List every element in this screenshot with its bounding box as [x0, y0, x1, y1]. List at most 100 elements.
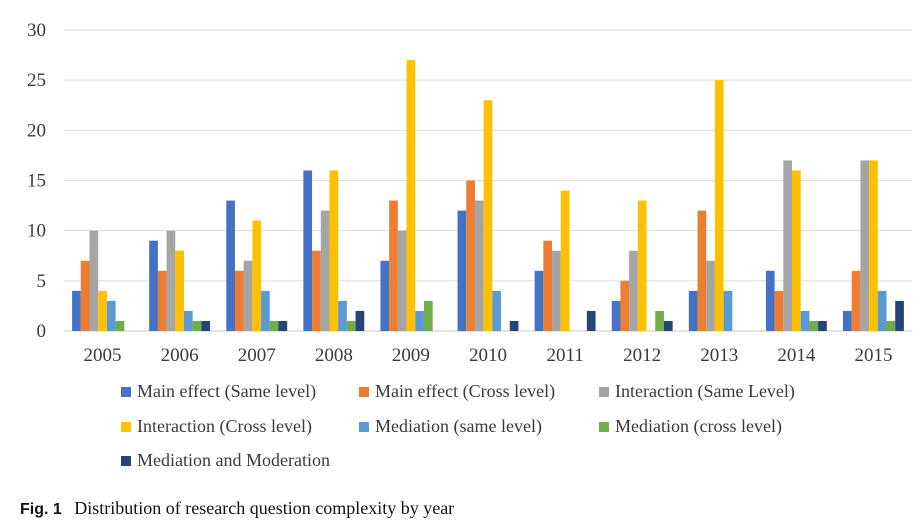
legend-entry: Mediation and Moderation — [137, 450, 330, 470]
bar-2011-series-3 — [552, 250, 561, 331]
bar-2009-series-2 — [389, 200, 398, 331]
y-tick-label: 5 — [37, 271, 47, 292]
x-tick-label: 2010 — [469, 345, 507, 366]
bar-2006-series-3 — [166, 230, 176, 331]
bar-2010-series-4 — [483, 100, 493, 331]
bar-2008-series-6 — [346, 320, 356, 331]
x-tick-label: 2012 — [623, 345, 661, 366]
legend-entry: Mediation (cross level) — [615, 416, 782, 437]
bar-2007-series-1 — [226, 200, 235, 331]
bar-2006-series-6 — [192, 320, 202, 331]
bar-2015-series-2 — [851, 270, 861, 331]
y-tick-label: 25 — [27, 70, 46, 91]
caption-label: Fig. 1 — [20, 501, 62, 518]
legend-swatch — [359, 387, 369, 397]
bar-2009-series-1 — [380, 260, 390, 331]
bar-2011-series-1 — [534, 270, 544, 331]
y-tick-label: 20 — [27, 120, 46, 141]
bar-2005-series-1 — [72, 290, 81, 331]
x-tick-label: 2014 — [777, 345, 816, 366]
figure-caption: Fig. 1 Distribution of research question… — [20, 498, 454, 519]
bar-2014-series-6 — [809, 320, 819, 331]
bar-2015-series-1 — [843, 310, 852, 331]
bar-2015-series-7 — [895, 300, 904, 331]
bar-2012-series-1 — [611, 300, 621, 331]
bar-2012-series-7 — [663, 320, 673, 331]
y-tick-label: 15 — [27, 171, 46, 192]
bar-2005-series-5 — [106, 300, 116, 331]
bar-2015-series-3 — [860, 160, 870, 331]
bar-2007-series-6 — [269, 320, 279, 331]
bar-2014-series-2 — [774, 290, 784, 331]
bar-2008-series-5 — [338, 300, 347, 331]
bar-2009-series-4 — [406, 60, 416, 331]
bar-2013-series-3 — [706, 260, 715, 331]
bar-2014-series-3 — [783, 160, 793, 331]
bar-2006-series-7 — [201, 320, 211, 331]
bar-2013-series-4 — [714, 80, 724, 332]
bar-2008-series-3 — [320, 210, 330, 331]
x-tick-label: 2007 — [238, 345, 276, 366]
legend: Main effect (Same level) Main effect (Cro… — [121, 381, 795, 470]
bar-2007-series-5 — [261, 290, 270, 331]
bar-2007-series-3 — [243, 260, 253, 331]
bar-2012-series-4 — [637, 200, 647, 331]
x-tick-label: 2008 — [315, 345, 353, 366]
bar-2006-series-1 — [149, 240, 158, 331]
bar-2008-series-4 — [329, 170, 339, 331]
bar-2011-series-7 — [586, 310, 596, 331]
bar-2011-series-4 — [560, 190, 570, 331]
bar-2014-series-4 — [792, 170, 801, 331]
x-tick-label: 2011 — [546, 345, 583, 366]
y-tick-label: 0 — [37, 321, 47, 342]
bar-2013-series-2 — [697, 210, 707, 331]
bar-2010-series-5 — [492, 290, 502, 331]
legend-swatch — [121, 387, 131, 397]
bar-2010-series-3 — [474, 200, 484, 331]
y-tick-label: 30 — [27, 20, 46, 41]
caption-text: Distribution of research question comple… — [74, 498, 455, 518]
bar-2010-series-1 — [457, 210, 467, 331]
legend-entry: Main effect (Cross level) — [375, 381, 555, 402]
bar-2014-series-1 — [765, 270, 775, 331]
legend-swatch — [359, 422, 369, 432]
x-tick-label: 2013 — [700, 345, 738, 366]
bar-2006-series-5 — [183, 310, 193, 331]
bars — [72, 60, 904, 332]
bar-2005-series-2 — [80, 260, 90, 331]
bar-2005-series-4 — [98, 290, 107, 331]
x-tick-label: 2005 — [84, 345, 122, 366]
legend-swatch — [599, 387, 609, 397]
bar-2009-series-6 — [423, 300, 433, 331]
bar-2014-series-7 — [818, 320, 827, 331]
legend-entry: Interaction (Cross level) — [137, 416, 312, 437]
legend-entry: Mediation (same level) — [375, 416, 542, 437]
bar-2013-series-5 — [723, 290, 733, 331]
bar-2015-series-6 — [886, 320, 896, 331]
bar-2008-series-7 — [355, 310, 365, 331]
bar-2014-series-5 — [800, 310, 810, 331]
bar-2008-series-1 — [303, 170, 313, 331]
bar-2011-series-2 — [543, 240, 553, 331]
bar-2010-series-7 — [509, 320, 519, 331]
bar-2005-series-3 — [89, 230, 99, 331]
bar-2012-series-3 — [629, 250, 638, 331]
bar-2010-series-2 — [466, 180, 475, 331]
bar-2007-series-7 — [278, 320, 288, 331]
bar-2008-series-2 — [312, 250, 321, 331]
legend-entry: Main effect (Same level) — [137, 381, 316, 402]
bar-2013-series-1 — [688, 290, 698, 331]
y-tick-label: 10 — [27, 221, 46, 242]
bar-2009-series-5 — [415, 310, 424, 331]
bar-2007-series-4 — [252, 220, 262, 331]
x-tick-label: 2006 — [161, 345, 199, 366]
bar-2015-series-5 — [877, 290, 887, 331]
bar-2007-series-2 — [234, 270, 244, 331]
bar-2015-series-4 — [869, 160, 878, 331]
bar-2012-series-6 — [655, 310, 664, 331]
bar-2005-series-6 — [115, 320, 125, 331]
x-axis: 2005 2006 2007 2008 2009 2010 2011 2012 2013 2014… — [84, 345, 893, 366]
x-tick-label: 2015 — [854, 345, 892, 366]
x-tick-label: 2009 — [392, 345, 430, 366]
